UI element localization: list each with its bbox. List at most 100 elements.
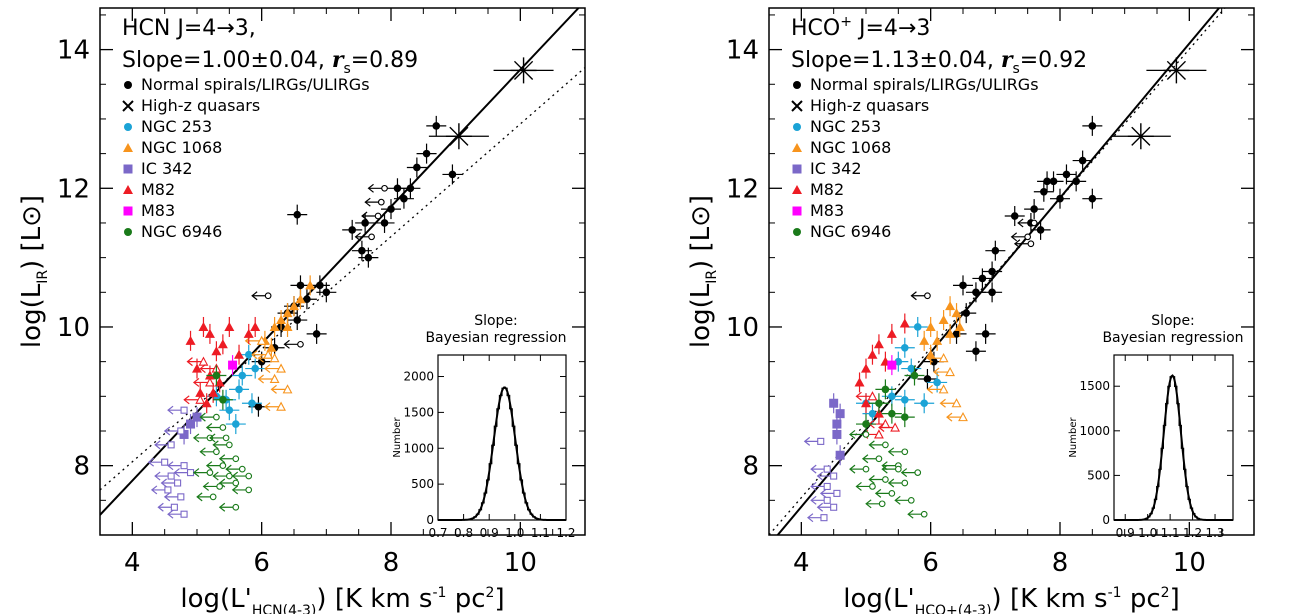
data-point [862, 420, 870, 428]
series-ngc-1068-upper-limits [244, 335, 293, 412]
legend-marker [123, 164, 133, 174]
limit-arrow-head [887, 478, 895, 488]
data-point-open [817, 437, 825, 445]
data-point [201, 398, 212, 408]
x-axis-label-part: pc [1122, 584, 1161, 614]
x-axis-label-part: -1 [432, 585, 446, 601]
data-point [289, 301, 299, 311]
data-point [835, 409, 845, 419]
plot-area [100, 8, 585, 519]
inset-histogram: Slope:Bayesian regression 0.7 0.8 0.9 1.0 1.1… [392, 313, 576, 540]
data-point-open [882, 441, 889, 449]
limit-arrow-head [251, 350, 258, 360]
data-point [214, 377, 225, 387]
data-point [432, 122, 441, 130]
legend-marker [791, 100, 803, 112]
data-point [303, 295, 311, 304]
data-point-open [924, 292, 931, 300]
data-point [1062, 170, 1071, 179]
legend-marker [122, 100, 134, 112]
data-point [312, 330, 321, 338]
data-point-open [951, 398, 962, 408]
data-point [380, 219, 389, 227]
data-point [510, 57, 537, 84]
data-point [988, 288, 996, 297]
y-tick-label: 10 [726, 313, 759, 343]
inset-y-label-group: Number [392, 417, 403, 458]
fit-slope: Slope=1.13±0.04, [791, 48, 1001, 73]
data-point [1040, 187, 1048, 196]
data-point [234, 349, 245, 359]
limit-arrow-head [868, 440, 875, 450]
limit-arrow-head [231, 485, 239, 495]
y-axis-label-part: log(L [17, 283, 47, 348]
legend-label: IC 342 [810, 159, 862, 178]
rs-symbol: r [332, 47, 345, 73]
y-axis-label-part: IR [35, 270, 51, 284]
data-point [235, 385, 243, 394]
inset-x-tick-label: 0.8 [454, 526, 473, 540]
data-point-open [888, 490, 896, 497]
inset-histogram: Slope:Bayesian regression 0.9 1.0 1.1 1.2 1.3… [1068, 313, 1244, 540]
series-ic-342-upper-limits [803, 436, 841, 523]
x-axis-label-part: HCO+(4-3) [915, 603, 992, 614]
data-point-open [219, 462, 227, 470]
limit-arrow-head [810, 495, 817, 505]
x-axis-label: log(L'HCO+(4-3)) [K km s-1 pc2] [843, 584, 1179, 614]
series-m83 [228, 355, 238, 376]
data-point-open [205, 377, 215, 387]
series-ngc-6946-upper-limits [849, 429, 928, 519]
y-axis-label-part: ) [L [686, 226, 716, 270]
limit-arrow-head [199, 364, 206, 374]
data-point-open [374, 212, 382, 220]
data-point [832, 419, 842, 429]
data-point [406, 184, 415, 193]
legend-label: IC 342 [141, 159, 193, 178]
data-point [322, 288, 331, 297]
limit-arrow-head [264, 402, 271, 412]
plot-frame [768, 7, 1255, 536]
data-point [238, 371, 247, 380]
data-point [1036, 226, 1045, 234]
y-tick-label: 8 [73, 452, 90, 482]
data-point [913, 323, 922, 331]
data-point [445, 123, 472, 150]
data-point [358, 246, 366, 255]
inset-title-line: Bayesian regression [1102, 330, 1243, 346]
data-point [952, 330, 961, 338]
data-point [186, 419, 196, 429]
data-point [276, 315, 287, 325]
legend-marker [124, 81, 132, 89]
data-point-open [867, 391, 878, 401]
data-point-open [920, 510, 928, 518]
limit-arrow-head [157, 502, 164, 512]
legend-marker [792, 164, 802, 174]
data-point [991, 246, 1000, 255]
legend-marker [124, 123, 132, 131]
data-point-open [894, 465, 902, 473]
data-point-open [263, 349, 274, 359]
legend-label: Normal spirals/LIRGs/ULIRGs [141, 75, 370, 94]
inset-y-tick-label: 2000 [403, 370, 434, 384]
inset-y-tick-label: 0 [1102, 513, 1110, 527]
data-point-open [167, 472, 175, 480]
data-point-open [862, 431, 870, 438]
data-point [248, 399, 256, 408]
limit-arrow-head [212, 440, 219, 450]
data-point-open [945, 366, 955, 377]
data-point-open [833, 489, 841, 497]
data-point [282, 321, 293, 331]
data-point [400, 194, 408, 203]
series-ngc-1068-upper-limits [926, 353, 968, 422]
inset-x-tick-label: 1.0 [505, 526, 524, 540]
legend-label: NGC 1068 [810, 138, 891, 157]
y-axis-label-part: ⊙ [686, 205, 716, 227]
data-point-open [198, 356, 209, 366]
inset-x-tick-label: 0.7 [428, 526, 447, 540]
limit-arrow-head [251, 291, 258, 301]
inset-title-line: Slope: [474, 313, 518, 329]
limit-arrow-head [900, 468, 908, 478]
data-point [282, 308, 293, 318]
series-normal-spirals-lirgs-ulirgs-upper-limits [910, 218, 1038, 301]
limit-arrow-head [855, 391, 862, 401]
